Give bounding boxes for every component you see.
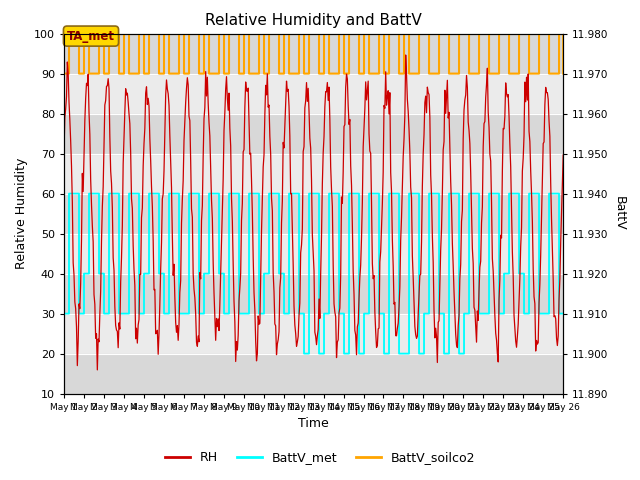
Legend: RH, BattV_met, BattV_soilco2: RH, BattV_met, BattV_soilco2 [159, 446, 481, 469]
Bar [64, 354, 563, 394]
Text: TA_met: TA_met [67, 30, 115, 43]
Bar [64, 34, 563, 73]
Y-axis label: Relative Humidity: Relative Humidity [15, 158, 28, 269]
Bar [64, 114, 563, 154]
Bar [64, 193, 563, 234]
X-axis label: Time: Time [298, 417, 329, 430]
Y-axis label: BattV: BattV [612, 196, 625, 231]
Bar [64, 274, 563, 313]
Title: Relative Humidity and BattV: Relative Humidity and BattV [205, 13, 422, 28]
